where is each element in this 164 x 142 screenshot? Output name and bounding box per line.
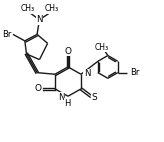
Text: H: H bbox=[64, 99, 70, 107]
Text: CH₃: CH₃ bbox=[21, 4, 35, 13]
Text: Br: Br bbox=[2, 30, 12, 39]
Text: N: N bbox=[84, 69, 90, 78]
Text: N: N bbox=[36, 15, 43, 24]
Text: CH₃: CH₃ bbox=[45, 4, 59, 13]
Text: CH₃: CH₃ bbox=[95, 43, 109, 52]
Text: N: N bbox=[59, 93, 65, 102]
Text: O: O bbox=[64, 47, 72, 56]
Text: O: O bbox=[35, 84, 42, 93]
Text: S: S bbox=[92, 93, 97, 102]
Text: Br: Br bbox=[130, 68, 140, 77]
